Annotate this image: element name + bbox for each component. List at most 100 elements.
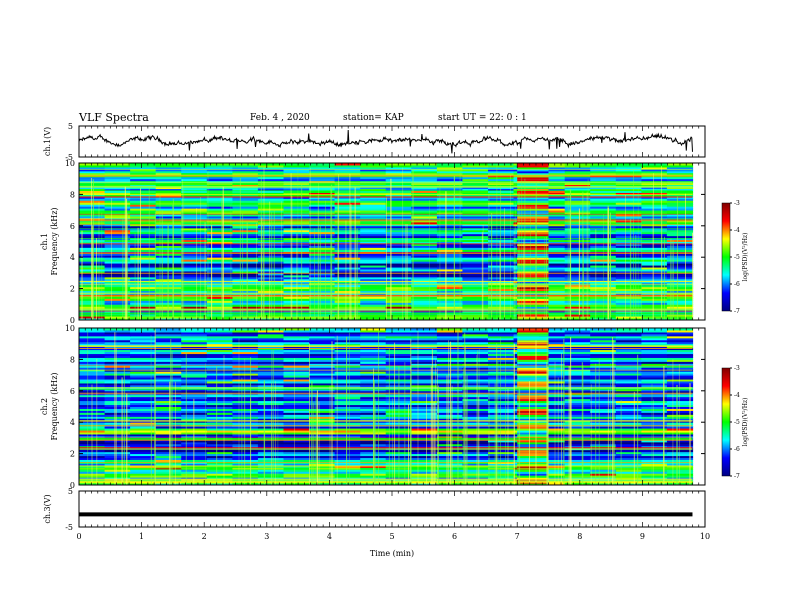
spectrogram-cell: [130, 204, 157, 207]
spectrogram-cell: [283, 455, 310, 459]
spectrogram-cell: [615, 192, 642, 195]
spectrogram-cell: [590, 192, 617, 195]
spectrogram-cell: [590, 284, 617, 288]
spectrogram-cell: [488, 241, 515, 244]
spectrogram-cell: [666, 259, 694, 262]
spectrogram-cell: [564, 170, 591, 174]
spectrogram-cell: [130, 223, 157, 227]
spectrogram-cell: [309, 355, 336, 358]
spectrogram-cell: [257, 168, 285, 172]
spectrogram-cell: [385, 186, 412, 190]
spectrogram-cell: [79, 178, 106, 182]
burst-cell: [517, 269, 549, 272]
spectrogram-cell: [104, 402, 131, 406]
spectrogram-cell: [257, 379, 285, 382]
spectrogram-cell: [411, 274, 438, 278]
spectrogram-cell: [232, 302, 259, 305]
spectrogram-cell: [334, 379, 361, 382]
spectrogram-cell: [130, 373, 157, 376]
spectrogram-cell: [79, 333, 106, 337]
spectrogram-cell: [155, 430, 182, 433]
burst-cell: [517, 210, 549, 213]
spectrogram-cell: [615, 331, 642, 335]
spectrogram-cell: [104, 233, 131, 237]
spectrogram-cell: [385, 278, 412, 282]
spectrogram-cell: [641, 398, 668, 402]
spectrogram-cell: [411, 290, 438, 294]
spectrogram-cell: [206, 410, 233, 413]
spectrogram-cell: [411, 414, 438, 417]
spectrogram-cell: [411, 379, 438, 382]
spectrogram-cell: [155, 216, 182, 219]
spectrogram-cell: [666, 331, 694, 335]
spectrogram-cell: [411, 204, 438, 207]
spectrogram-cell: [641, 298, 668, 301]
spectrogram-cell: [436, 269, 464, 272]
spectrogram-cell: [206, 426, 233, 429]
spectrogram-cell: [309, 465, 336, 468]
spectrogram-cell: [181, 263, 208, 266]
spectrogram-cell: [360, 343, 387, 347]
spectrogram-cell: [641, 288, 668, 292]
spectrogram-cell: [488, 204, 515, 207]
spectrogram-cell: [462, 443, 489, 447]
spectrogram-cell: [130, 475, 157, 478]
spectrogram-cell: [488, 453, 515, 457]
spectrogram-cell: [181, 217, 208, 221]
spectrogram-cell: [411, 343, 438, 347]
spectrogram-cell: [257, 182, 285, 186]
spectrogram-cell: [666, 255, 694, 258]
spectrogram-cell: [257, 290, 285, 294]
spectrogram-cell: [360, 365, 387, 368]
spectrogram-cell: [360, 241, 387, 244]
spectrogram-cell: [666, 316, 694, 319]
spectrogram-cell: [155, 363, 182, 366]
spectrogram-cell: [615, 443, 642, 447]
spectrogram-cell: [488, 406, 515, 409]
burst-cell: [517, 225, 549, 229]
spectrogram-cell: [79, 206, 106, 209]
spectrogram-cell: [181, 359, 208, 362]
spectrogram-cell: [130, 272, 157, 276]
spectrogram-cell: [206, 263, 233, 266]
spectrogram-cell: [181, 269, 208, 272]
spectrogram-cell: [130, 445, 157, 449]
spectrogram-cell: [257, 404, 285, 407]
spectrogram-cell: [206, 186, 233, 190]
spectrogram-cell: [641, 229, 668, 233]
spectrogram-cell: [615, 288, 642, 292]
spectrogram-cell: [104, 302, 131, 305]
spectrogram-cell: [104, 349, 131, 353]
spectrogram-cell: [155, 410, 182, 413]
spectrogram-cell: [206, 212, 233, 215]
spectrogram-cell: [488, 390, 515, 394]
spectrogram-cell: [462, 278, 489, 282]
spectrogram-cell: [283, 483, 310, 486]
spectrogram-cell: [462, 272, 489, 276]
spectrogram-cell: [79, 371, 106, 374]
spectrogram-cell: [488, 304, 515, 307]
spectrogram-cell: [488, 416, 515, 419]
spectrogram-cell: [360, 290, 387, 294]
spectrogram-cell: [309, 241, 336, 244]
spectrogram-cell: [155, 316, 182, 319]
spectrogram-cell: [334, 243, 361, 246]
spectrogram-cell: [181, 188, 208, 191]
spectrogram-cell: [334, 351, 361, 355]
spectrogram-cell: [488, 229, 515, 233]
spectrogram-cell: [564, 328, 591, 331]
spectrogram-cell: [232, 210, 259, 213]
spectrogram-cell: [590, 278, 617, 282]
spectrogram-cell: [590, 333, 617, 337]
spectrogram-cell: [257, 451, 285, 455]
spectrogram-cell: [564, 473, 591, 476]
spectrogram-cell: [539, 445, 566, 449]
spectrogram-cell: [155, 365, 182, 368]
spectrogram-cell: [539, 414, 566, 417]
spectrogram-cell: [257, 257, 285, 260]
spectrogram-cell: [641, 176, 668, 180]
spectrogram-cell: [104, 359, 131, 362]
spectrogram-cell: [462, 241, 489, 244]
spectrogram-cell: [615, 194, 642, 197]
spectrogram-cell: [181, 335, 208, 339]
